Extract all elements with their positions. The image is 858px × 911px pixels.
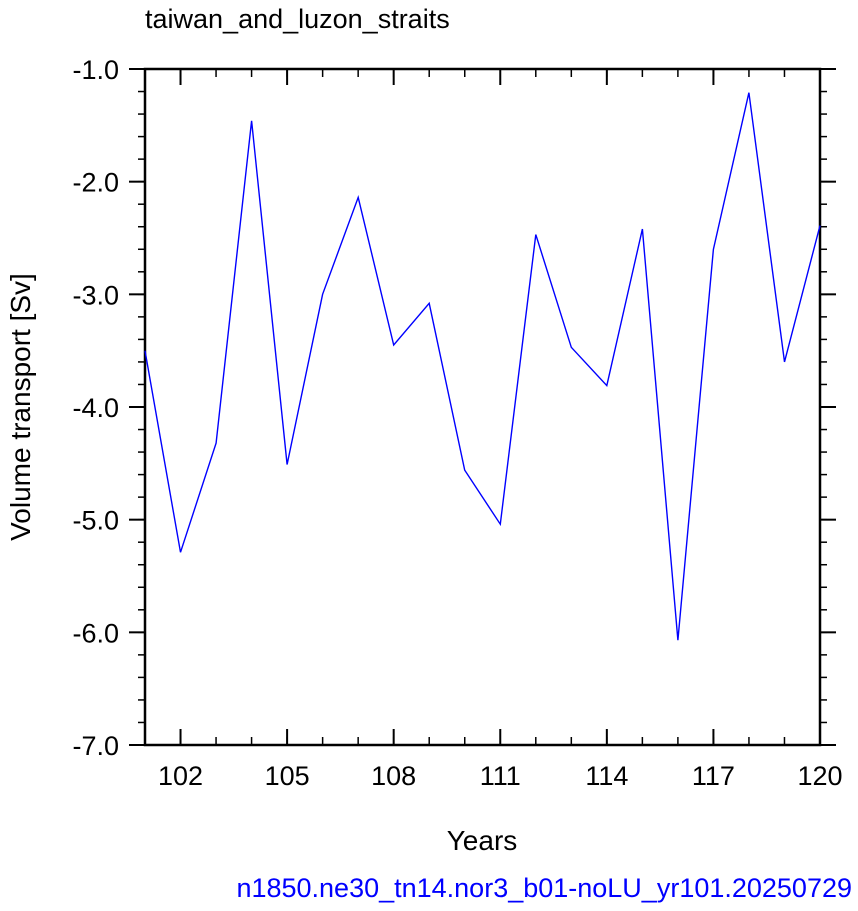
footer-caption: n1850.ne30_tn14.nor3_b01-noLU_yr101.2025…	[236, 873, 852, 903]
y-tick-label: -5.0	[72, 506, 119, 536]
chart-title: taiwan_and_luzon_straits	[145, 4, 450, 34]
x-tick-label: 117	[692, 761, 735, 791]
x-tick-label: 102	[158, 761, 203, 791]
x-tick-label: 120	[797, 761, 842, 791]
y-tick-label: -1.0	[72, 55, 119, 85]
x-tick-label: 114	[585, 761, 628, 791]
x-axis-label: Years	[447, 825, 518, 856]
y-axis-label: Volume transport [Sv]	[5, 273, 36, 541]
y-tick-label: -7.0	[72, 731, 119, 761]
y-tick-label: -4.0	[72, 393, 119, 423]
x-tick-label: 108	[371, 761, 416, 791]
x-tick-label: 111	[480, 761, 521, 791]
ticks: 102 105 108 111 114 117 120 -1.0 -2.0 -3.0 -4.0 -5.…	[72, 55, 842, 791]
y-tick-label: -3.0	[72, 280, 119, 310]
y-tick-label: -2.0	[72, 168, 119, 198]
x-tick-label: 105	[265, 761, 310, 791]
y-tick-label: -6.0	[72, 618, 119, 648]
series-line	[144, 92, 821, 641]
series-group	[144, 92, 821, 641]
